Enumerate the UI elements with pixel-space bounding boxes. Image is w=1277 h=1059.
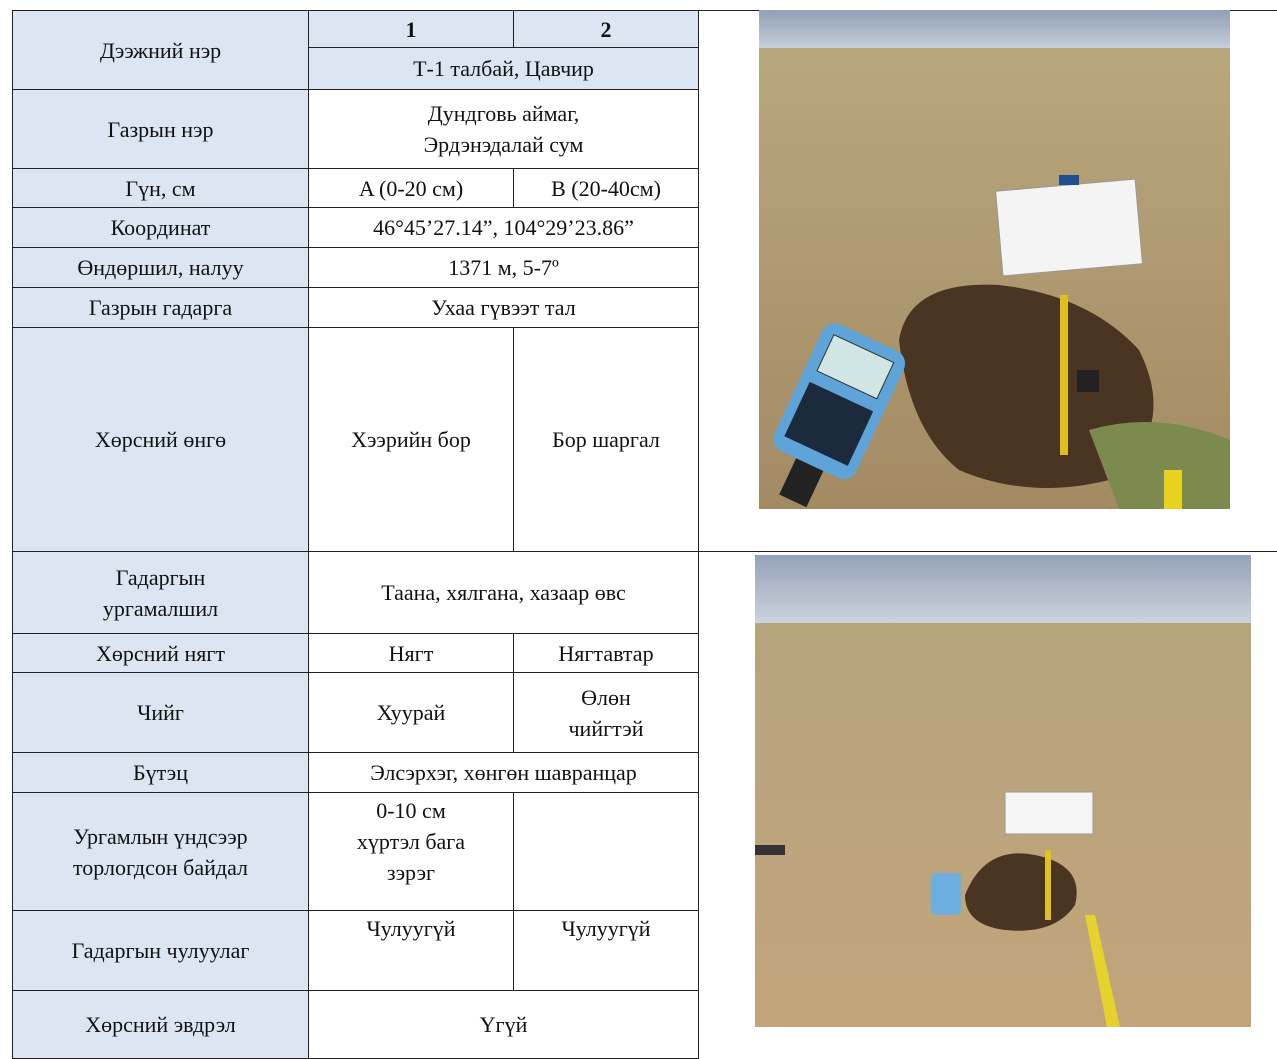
text-line: чийгтэй xyxy=(568,715,644,741)
text-line: 0-10 см xyxy=(376,798,446,823)
row: Газрын нэр Дундговь аймаг, Эрдэнэдалай су… xyxy=(12,89,699,169)
header-cell: 2 xyxy=(513,10,699,48)
empty-cell xyxy=(513,792,699,911)
label-cell: Гүн, см xyxy=(12,168,309,208)
value-cell: B (20-40см) xyxy=(513,168,699,208)
photo xyxy=(755,555,1251,1027)
value-cell: Хуурай xyxy=(308,672,514,753)
row: Газрын гадарга Ухаа гүвээт тал xyxy=(12,287,699,328)
label-cell: Ургамлын үндсээр торлогдсон байдал xyxy=(12,792,309,911)
text-line: Гадаргын xyxy=(115,564,206,590)
row: Гадаргын чулуулаг Чулуугүй Чулуугүй xyxy=(12,910,699,991)
text-line: Ургамлын үндсээр xyxy=(73,823,248,849)
label-cell: Бүтэц xyxy=(12,752,309,793)
text-line: хүртэл бага xyxy=(356,829,466,854)
label-cell: Хөрсний нягт xyxy=(12,633,309,673)
value-cell: Нягтавтар xyxy=(513,633,699,673)
label-cell: Гадаргын чулуулаг xyxy=(12,910,309,991)
row: Хөрсний нягт Нягт Нягтавтар xyxy=(12,633,699,673)
row: Хөрсний өнгө Хээрийн бор Бор шаргал xyxy=(12,327,699,552)
row: Бүтэц Элсэрхэг, хөнгөн шавранцар xyxy=(12,752,699,793)
value-cell: 0-10 см хүртэл бага зэрэг xyxy=(308,792,514,911)
value-cell: Үгүй xyxy=(308,990,699,1059)
label-cell: Чийг xyxy=(12,672,309,753)
row: Дээжний нэр 1 2 xyxy=(12,10,699,90)
text-line: зэрэг xyxy=(386,860,436,885)
label-cell: Өндөршил, налуу xyxy=(12,247,309,288)
divider xyxy=(697,551,1277,552)
row: Өндөршил, налуу 1371 м, 5-7º xyxy=(12,247,699,288)
label-cell: Хөрсний өнгө xyxy=(12,327,309,552)
row: Ургамлын үндсээр торлогдсон байдал 0-10 с… xyxy=(12,792,699,911)
row: Чийг Хуурай Өлөн чийгтэй xyxy=(12,672,699,753)
text-line: Эрдэнэдалай сум xyxy=(423,132,584,157)
row: Хөрсний эвдрэл Үгүй xyxy=(12,990,699,1059)
value-cell: Нягт xyxy=(308,633,514,673)
value-cell: A (0-20 см) xyxy=(308,168,514,208)
value-cell: Чулуугүй xyxy=(308,910,514,991)
header-cell: 1 xyxy=(308,10,514,48)
value-cell: Т-1 талбай, Цавчир xyxy=(308,47,699,90)
value-cell: Ухаа гүвээт тал xyxy=(308,287,699,328)
value-cell: 1371 м, 5-7º xyxy=(308,247,699,288)
value-cell: Бор шаргал xyxy=(513,327,699,552)
photo xyxy=(759,10,1230,509)
row: Гүн, см A (0-20 см) B (20-40см) xyxy=(12,168,699,208)
row: Координат 46°45’27.14”, 104°29’23.86” xyxy=(12,207,699,248)
row: Т-1 талбай, Цавчир xyxy=(13,47,699,90)
text-line: Өлөн xyxy=(581,684,631,710)
label-cell: Газрын нэр xyxy=(12,89,309,169)
label-cell: Координат xyxy=(12,207,309,248)
label-cell: Газрын гадарга xyxy=(12,287,309,328)
value-cell: Өлөн чийгтэй xyxy=(513,672,699,753)
text-line: ургамалшил xyxy=(102,595,219,621)
text-line: Дундговь аймаг, xyxy=(427,101,580,126)
row: Гадаргын ургамалшил Таана, хялгана, хазаа… xyxy=(12,551,699,634)
label-cell: Хөрсний эвдрэл xyxy=(12,990,309,1059)
value-cell: Дундговь аймаг, Эрдэнэдалай сум xyxy=(308,89,699,169)
label-cell: Дээжний нэр xyxy=(12,10,309,90)
value-cell: Хээрийн бор xyxy=(308,327,514,552)
value-cell: Элсэрхэг, хөнгөн шавранцар xyxy=(308,752,699,793)
text-line: торлогдсон байдал xyxy=(72,854,249,880)
value-cell: Таана, хялгана, хазаар өвс xyxy=(308,551,699,634)
value-cell: Чулуугүй xyxy=(513,910,699,991)
label-cell: Гадаргын ургамалшил xyxy=(12,551,309,634)
soil-table: Дээжний нэр 1 2 Т-1 талбай, Цавчир Газры… xyxy=(12,10,699,1059)
value-cell: 46°45’27.14”, 104°29’23.86” xyxy=(308,207,699,248)
